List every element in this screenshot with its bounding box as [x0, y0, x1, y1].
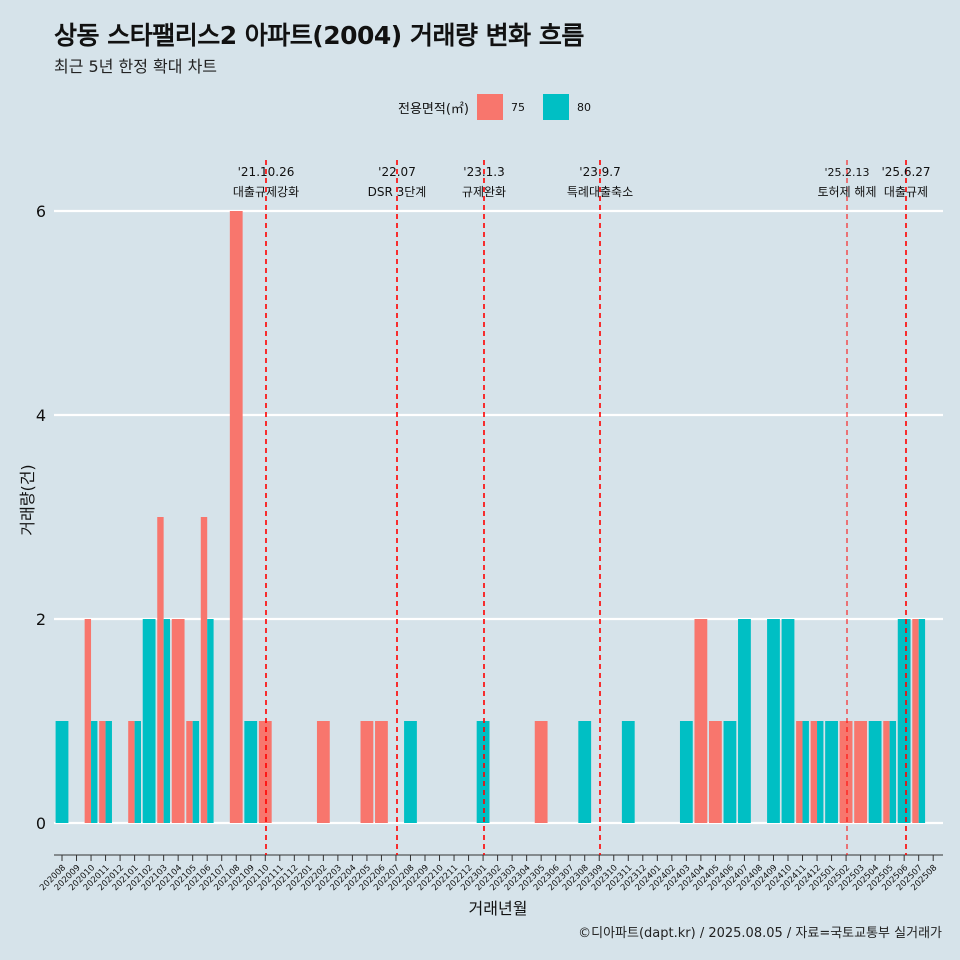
- legend-label-80: 80: [576, 100, 591, 114]
- bar-75-202507: [912, 619, 919, 823]
- chart-title: 상동 스타팰리스2 아파트(2004) 거래량 변화 흐름: [54, 21, 584, 50]
- event-date-202502: '25.2.13: [824, 166, 869, 179]
- bar-80-202403: [679, 721, 693, 823]
- bar-75-202405: [709, 721, 722, 823]
- y-tick-label-2: 2: [36, 610, 46, 629]
- event-label-202110: 대출규제강화: [233, 185, 299, 199]
- event-date-202207: '22.07: [378, 165, 416, 179]
- bar-75-202502: [839, 721, 853, 823]
- y-tick-label-0: 0: [36, 814, 46, 833]
- bar-80-202410: [781, 619, 795, 823]
- legend-item-75: 75: [476, 94, 533, 120]
- legend-label-75: 75: [510, 100, 525, 114]
- bar-80-202102: [142, 619, 156, 823]
- legend-swatch-80: [542, 94, 569, 120]
- bar-80-202507: [918, 619, 926, 823]
- bar-75-202412: [810, 721, 818, 823]
- bar-75-202404: [694, 619, 708, 823]
- event-label-202301: 규제완화: [462, 185, 506, 199]
- bar-80-202506: [897, 619, 911, 823]
- bar-75-202205: [360, 721, 374, 823]
- bar-80-202106: [207, 619, 214, 823]
- bar-80-202105: [192, 721, 200, 823]
- y-tick-label-4: 4: [36, 406, 46, 425]
- bar-80-202103: [163, 619, 171, 823]
- event-label-202309: 특례대출축소: [567, 185, 633, 199]
- bar-75-202503: [854, 721, 867, 823]
- y-tick-label-6: 6: [36, 202, 46, 221]
- event-date-202301: '23.1.3: [463, 165, 504, 179]
- bar-75-202202: [316, 721, 330, 823]
- bar-80-202504: [868, 721, 882, 823]
- legend-title: 전용면적(㎡): [398, 101, 469, 117]
- bar-80-202412: [817, 721, 824, 823]
- event-date-202110: '21.10.26: [238, 165, 295, 179]
- bar-75-202305: [534, 721, 548, 823]
- bar-75-202101: [128, 721, 135, 823]
- bar-75-202011: [99, 721, 106, 823]
- bar-75-202411: [796, 721, 803, 823]
- bar-75-202505: [883, 721, 890, 823]
- bar-80-202011: [105, 721, 112, 823]
- event-label-202207: DSR 3단계: [368, 185, 427, 199]
- bar-75-202105: [186, 721, 193, 823]
- event-label-202502: 토허제 해제: [817, 185, 876, 199]
- event-date-202506: '25.6.27: [881, 165, 930, 179]
- bar-80-202301: [476, 721, 490, 823]
- event-label-202506: 대출규제: [884, 185, 928, 199]
- bar-80-202308: [578, 721, 592, 823]
- y-axis-title: 거래량(건): [18, 464, 37, 535]
- bar-80-202407: [738, 619, 751, 823]
- bar-80-202010: [91, 721, 98, 823]
- x-axis-title: 거래년월: [469, 899, 528, 918]
- bar-80-202208: [404, 721, 417, 823]
- bar-80-202411: [802, 721, 809, 823]
- bar-80-202406: [723, 721, 737, 823]
- bar-80-202409: [767, 619, 780, 823]
- bar-75-202108: [229, 211, 243, 823]
- bar-75-202010: [84, 619, 92, 823]
- bar-75-202104: [171, 619, 185, 823]
- bar-80-202505: [889, 721, 897, 823]
- bar-80-202501: [825, 721, 838, 823]
- legend-item-80: 80: [542, 94, 599, 120]
- bar-75-202103: [157, 517, 164, 823]
- bar-80-202008: [55, 721, 69, 823]
- bar-75-202106: [200, 517, 208, 823]
- chart-subtitle: 최근 5년 한정 확대 차트: [54, 57, 218, 76]
- legend: 전용면적(㎡) 75 80: [398, 93, 609, 121]
- bar-80-202311: [621, 721, 635, 823]
- bar-80-202109: [244, 721, 258, 823]
- event-date-202309: '23.9.7: [579, 165, 620, 179]
- bar-80-202101: [134, 721, 141, 823]
- source-caption: ©디아파트(dapt.kr) / 2025.08.05 / 자료=국토교통부 실…: [578, 926, 942, 941]
- legend-swatch-75: [476, 94, 503, 120]
- bar-75-202206: [375, 721, 388, 823]
